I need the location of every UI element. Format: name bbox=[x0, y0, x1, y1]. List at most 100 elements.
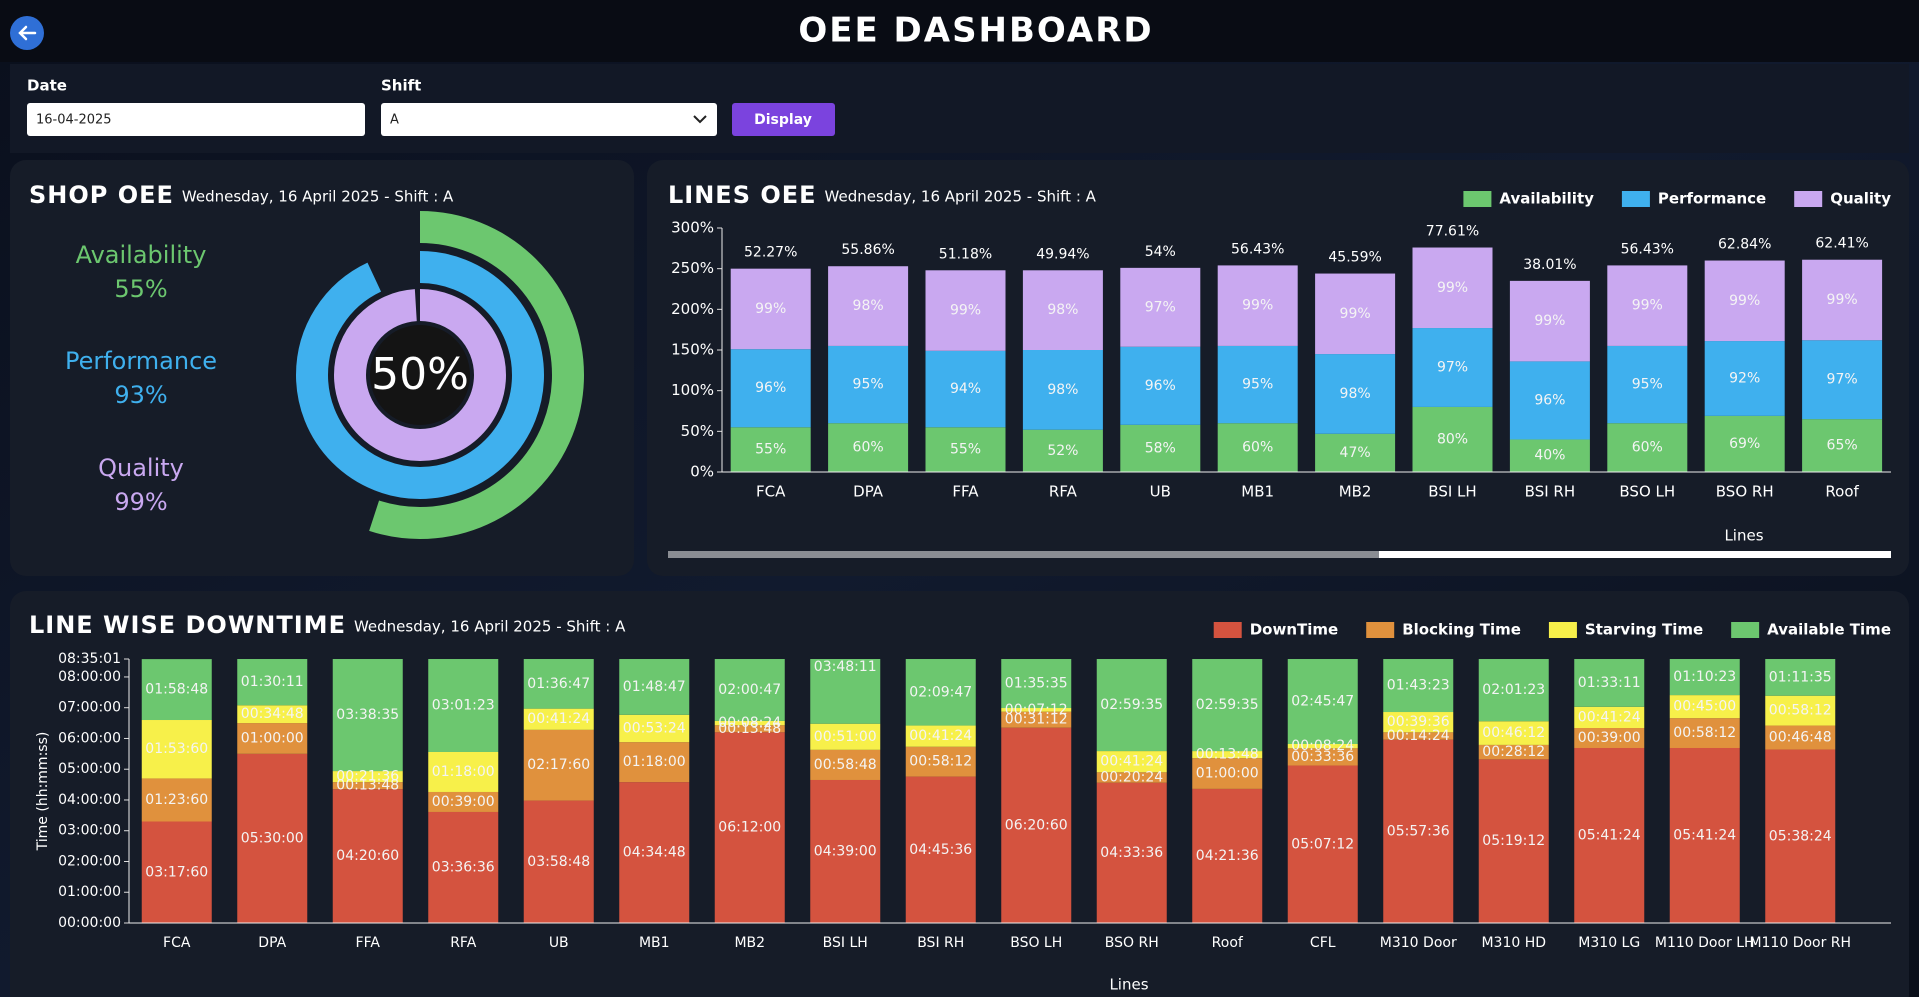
bar-segment bbox=[237, 705, 308, 724]
segment-label: 40% bbox=[1534, 448, 1565, 464]
legend-swatch bbox=[1213, 622, 1242, 638]
date-input[interactable] bbox=[27, 103, 365, 136]
bar-segment bbox=[1192, 659, 1263, 752]
segment-label: 00:41:24 bbox=[1100, 754, 1163, 770]
bar-segment bbox=[1607, 423, 1688, 472]
segment-label: 04:39:00 bbox=[814, 843, 877, 859]
bar-segment bbox=[1574, 728, 1645, 748]
bar-segment bbox=[1192, 751, 1263, 759]
segment-label: 01:33:11 bbox=[1578, 675, 1641, 691]
bar-segment bbox=[1607, 345, 1688, 424]
segment-label: 05:41:24 bbox=[1578, 827, 1641, 843]
bar-segment bbox=[1669, 695, 1740, 719]
segment-label: 98% bbox=[1340, 386, 1371, 402]
bar-segment bbox=[141, 720, 212, 779]
bar-segment bbox=[1287, 748, 1358, 766]
segment-label: 00:45:00 bbox=[1673, 699, 1736, 715]
scrollbar-thumb[interactable] bbox=[1379, 551, 1891, 558]
bar-segment bbox=[1607, 265, 1688, 346]
segment-label: 03:36:36 bbox=[432, 859, 495, 875]
bar-segment bbox=[1669, 718, 1740, 748]
bar-segment bbox=[810, 779, 881, 923]
segment-label: 05:19:12 bbox=[1482, 833, 1545, 849]
segment-label: 55% bbox=[755, 442, 786, 458]
bar-segment bbox=[1315, 433, 1396, 472]
bar-segment bbox=[714, 732, 785, 923]
segment-label: 00:13:48 bbox=[336, 778, 399, 794]
segment-label: 99% bbox=[1534, 313, 1565, 329]
segment-label: 99% bbox=[1437, 280, 1468, 296]
segment-label: 02:01:23 bbox=[1482, 682, 1545, 698]
segment-label: 03:38:35 bbox=[336, 707, 399, 723]
bar-segment bbox=[332, 789, 403, 923]
segment-label: 69% bbox=[1729, 436, 1760, 452]
bar-segment bbox=[428, 791, 499, 812]
back-button[interactable] bbox=[10, 16, 44, 50]
bar-segment bbox=[1120, 267, 1201, 347]
segment-label: 02:17:60 bbox=[527, 757, 590, 773]
segment-label: 80% bbox=[1437, 431, 1468, 447]
x-tick-label: BSO LH bbox=[1619, 483, 1675, 501]
x-tick-label: MB2 bbox=[734, 935, 765, 951]
segment-label: 00:41:24 bbox=[1578, 709, 1641, 725]
panel-subtitle: Wednesday, 16 April 2025 - Shift : A bbox=[825, 188, 1097, 206]
bars bbox=[141, 659, 1836, 923]
metric-value: 99% bbox=[114, 488, 167, 516]
bar-segment bbox=[1315, 273, 1396, 355]
segment-label: 99% bbox=[1827, 292, 1858, 308]
y-tick-label: 03:00:00 bbox=[58, 823, 121, 839]
bar-segment bbox=[141, 821, 212, 923]
oee-label: 51.18% bbox=[939, 246, 992, 262]
bar-segment bbox=[810, 723, 881, 750]
oee-label: 49.94% bbox=[1036, 246, 1089, 262]
segment-label: 00:33:36 bbox=[1291, 749, 1354, 765]
segment-labels: 03:17:60 01:23:60 01:53:60 01:58:48 05:30:00… bbox=[145, 659, 1831, 880]
bar-segment bbox=[905, 776, 976, 923]
segment-label: 04:45:36 bbox=[909, 842, 972, 858]
bar-segment bbox=[1096, 772, 1167, 783]
segment-label: 99% bbox=[755, 301, 786, 317]
segment-label: 99% bbox=[950, 303, 981, 319]
bar-segment bbox=[1315, 354, 1396, 434]
legend-label: Available Time bbox=[1767, 621, 1891, 639]
panel-subtitle: Wednesday, 16 April 2025 - Shift : A bbox=[354, 618, 626, 636]
segment-label: 97% bbox=[1145, 299, 1176, 315]
segment-label: 04:21:36 bbox=[1196, 848, 1259, 864]
segment-label: 00:31:12 bbox=[1005, 712, 1068, 728]
x-tick-label: M110 Door RH bbox=[1749, 935, 1851, 951]
x-tick-label: DPA bbox=[853, 483, 884, 501]
bar-segment bbox=[1704, 415, 1785, 472]
segment-label: 92% bbox=[1729, 370, 1760, 386]
display-button[interactable] bbox=[732, 103, 835, 136]
bar-segment bbox=[619, 659, 690, 715]
bar-segment bbox=[1412, 247, 1493, 329]
shift-select[interactable] bbox=[381, 103, 717, 136]
legend-swatch bbox=[1463, 191, 1492, 207]
bar-segment bbox=[1478, 659, 1549, 722]
segment-label: 00:21:36 bbox=[336, 769, 399, 785]
segment-label: 00:51:00 bbox=[814, 729, 877, 745]
bar-segment bbox=[523, 729, 594, 801]
segment-label: 00:58:12 bbox=[1673, 725, 1736, 741]
bar-segment bbox=[1574, 659, 1645, 707]
segment-label: 03:01:23 bbox=[432, 698, 495, 714]
segment-label: 00:08:24 bbox=[1291, 738, 1354, 754]
segment-label: 65% bbox=[1827, 438, 1858, 454]
y-tick-label: 200% bbox=[671, 300, 714, 318]
center-value: 50% bbox=[371, 349, 469, 400]
bar-segment bbox=[1802, 340, 1883, 420]
top-bar bbox=[0, 0, 1919, 62]
bar-segment bbox=[730, 427, 811, 472]
select-arrow bbox=[693, 115, 707, 124]
segment-label: 04:33:36 bbox=[1100, 845, 1163, 861]
segment-label: 00:39:00 bbox=[432, 794, 495, 810]
bar-segment bbox=[1765, 695, 1836, 726]
x-tick-label: CFL bbox=[1310, 935, 1336, 951]
segment-label: 01:23:60 bbox=[145, 792, 208, 808]
segment-label: 01:48:47 bbox=[623, 679, 686, 695]
bar-segment bbox=[905, 746, 976, 777]
metric-label: Quality bbox=[98, 454, 184, 482]
bar-segment bbox=[905, 725, 976, 747]
x-tick-label: UB bbox=[1150, 483, 1171, 501]
segment-label: 99% bbox=[1242, 298, 1273, 314]
